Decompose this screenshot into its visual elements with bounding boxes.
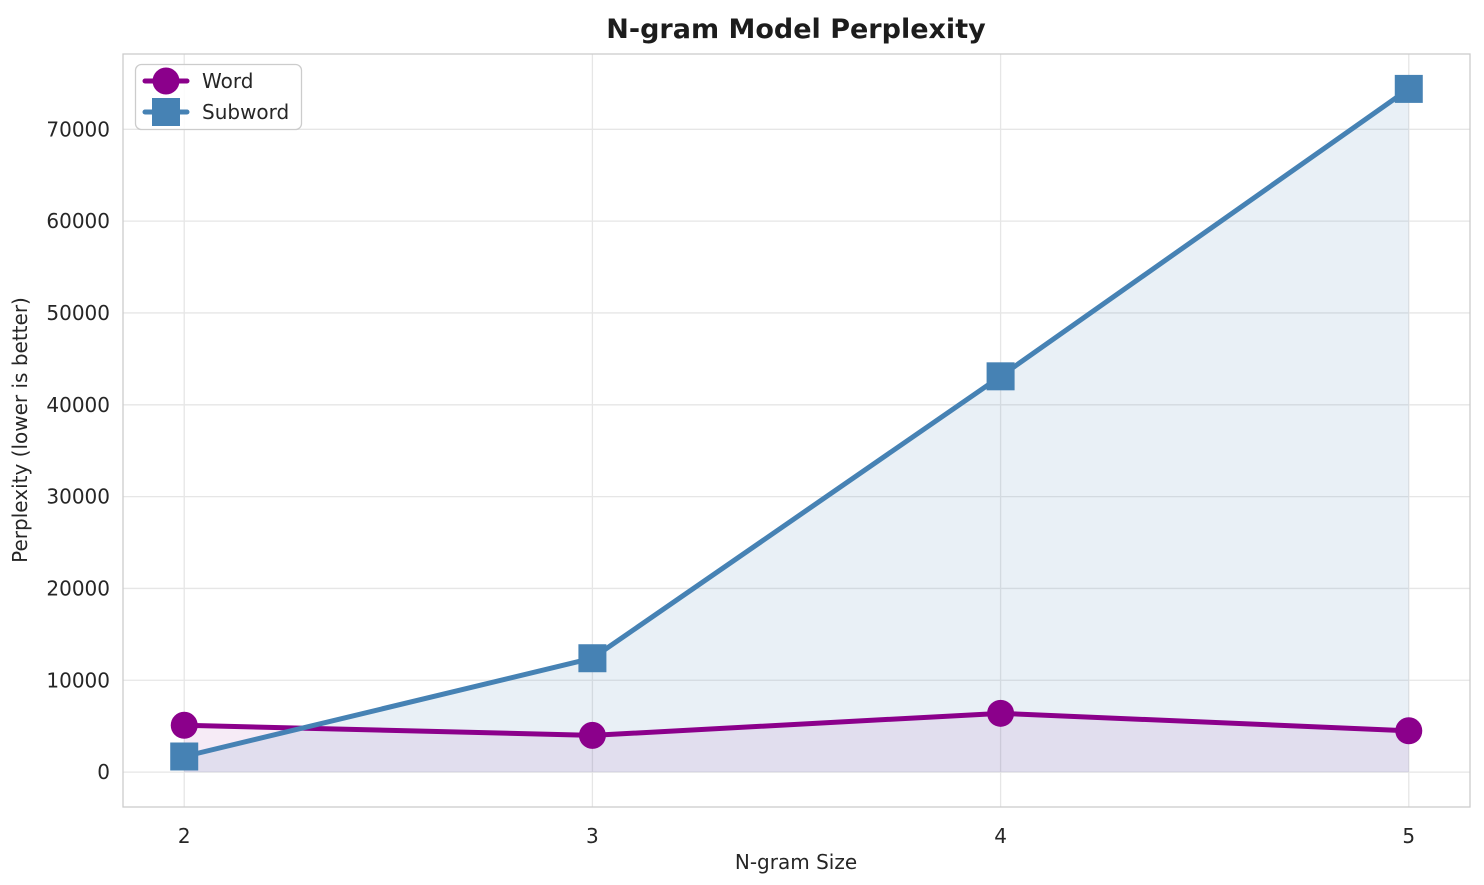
- legend-item-word: Word: [142, 67, 253, 95]
- legend-item-subword: Subword: [142, 98, 289, 126]
- y-tick-label: 50000: [46, 301, 110, 325]
- data-point-subword-2: [986, 362, 1015, 391]
- x-tick-label: 5: [1402, 824, 1415, 848]
- legend: Word Subword: [134, 63, 303, 131]
- grid-layer: [123, 54, 1470, 807]
- y-tick-label: 30000: [46, 485, 110, 509]
- area-fill-word: [184, 713, 1409, 773]
- x-axis-label: N-gram Size: [735, 850, 857, 874]
- series-line-subword: [181, 86, 1412, 759]
- y-tick-label: 10000: [46, 668, 110, 692]
- y-tick-label: 70000: [46, 117, 110, 141]
- data-point-word-0: [170, 711, 198, 739]
- data-point-word-2: [987, 699, 1015, 727]
- data-point-subword-3: [1394, 74, 1423, 103]
- word-circle-marker-icon: [152, 67, 180, 95]
- plot-border: [122, 53, 1471, 808]
- line-layer: [170, 74, 1423, 771]
- x-tick-label: 3: [586, 824, 599, 848]
- y-tick-label: 0: [97, 760, 110, 784]
- legend-label: Word: [202, 69, 253, 93]
- tick-layer: 2 3 4 5 0 10000 20000 30000 40000 50000 60000 70000: [46, 117, 1415, 848]
- subword-square-marker-icon: [152, 98, 180, 126]
- data-point-word-1: [578, 721, 606, 749]
- x-tick-label: 2: [178, 824, 191, 848]
- y-tick-label: 40000: [46, 393, 110, 417]
- data-point-subword-1: [578, 644, 607, 673]
- y-tick-label: 20000: [46, 576, 110, 600]
- data-point-word-3: [1395, 717, 1423, 745]
- fill-layer: [184, 88, 1409, 773]
- legend-label: Subword: [202, 100, 289, 124]
- data-point-subword-0: [170, 742, 199, 771]
- x-tick-label: 4: [994, 824, 1007, 848]
- y-tick-label: 60000: [46, 209, 110, 233]
- legend-items: Word Subword: [142, 67, 289, 126]
- chart-title: N-gram Model Perplexity: [606, 14, 986, 45]
- y-axis-label: Perplexity (lower is better): [8, 297, 32, 563]
- series-line-word: [181, 710, 1412, 738]
- area-fill-subword: [184, 88, 1409, 773]
